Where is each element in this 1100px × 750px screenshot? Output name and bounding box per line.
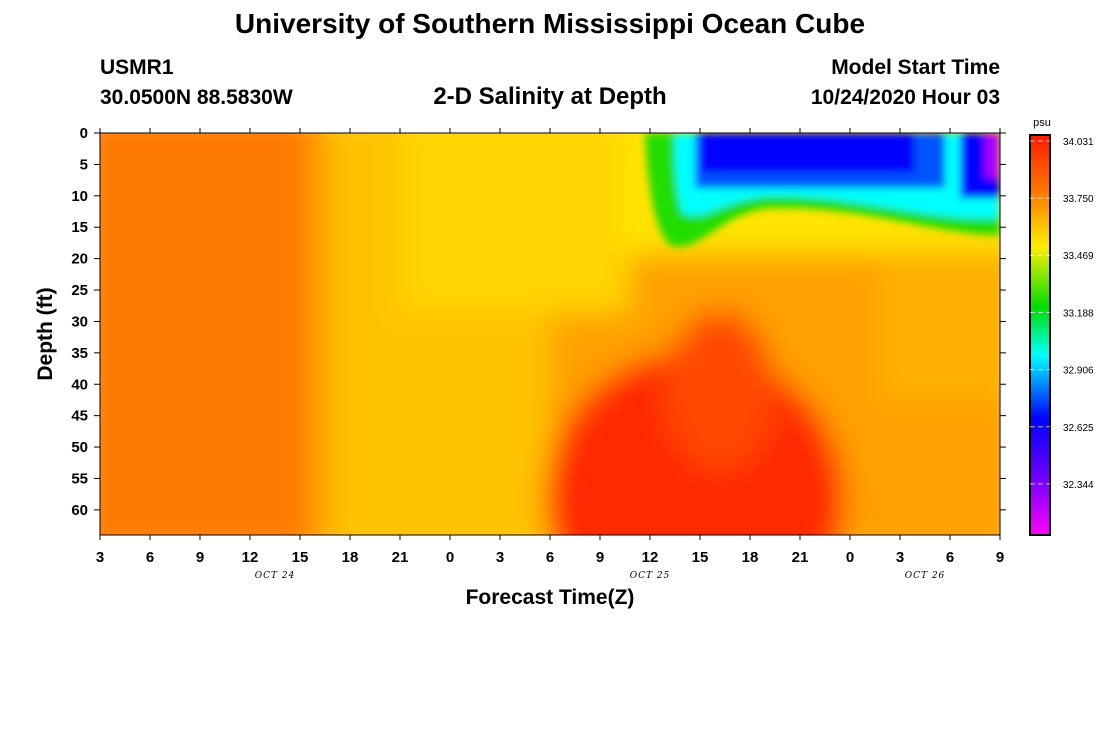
- x-date-label: OCT 25: [630, 571, 671, 581]
- y-tick-label: 55: [71, 470, 88, 487]
- x-date-label: OCT 26: [905, 571, 946, 581]
- x-tick-label: 0: [446, 549, 454, 566]
- x-tick-label: 18: [342, 549, 359, 566]
- x-tick-label: 6: [546, 549, 554, 566]
- y-axis-title: Depth (ft): [34, 287, 57, 380]
- y-tick-label: 50: [71, 439, 88, 456]
- chart-subtitle: 2-D Salinity at Depth: [433, 83, 667, 110]
- x-tick-label: 15: [692, 549, 709, 566]
- x-tick-label: 18: [742, 549, 759, 566]
- x-tick-label: 21: [392, 549, 409, 566]
- colorbar-tick-label: 32.625: [1063, 423, 1094, 434]
- heatmap-field: [100, 133, 1000, 535]
- y-tick-label: 10: [71, 188, 88, 205]
- colorbar-tick-label: 33.188: [1063, 308, 1094, 319]
- x-tick-label: 15: [292, 549, 309, 566]
- colorbar-tick-label: 33.750: [1063, 194, 1094, 205]
- colorbar-tick-label: 33.469: [1063, 251, 1094, 262]
- colorbar-tick-label: 32.344: [1063, 480, 1094, 491]
- colorbar-unit: psu: [1033, 117, 1051, 129]
- colorbar: psu 34.031 33.750 33.469 33.188 32.906 32.625 3…: [1029, 117, 1094, 536]
- x-tick-label: 3: [96, 549, 104, 566]
- colorbar-tick-label: 34.031: [1063, 137, 1094, 148]
- x-tick-label: 9: [996, 549, 1004, 566]
- y-tick-label: 5: [80, 156, 88, 173]
- x-date-label: OCT 24: [255, 571, 296, 581]
- y-tick-label: 40: [71, 376, 88, 393]
- y-tick-label: 0: [80, 125, 88, 142]
- y-tick-label: 20: [71, 251, 88, 268]
- x-tick-label: 9: [596, 549, 604, 566]
- page-title: University of Southern Mississippi Ocean…: [234, 8, 866, 39]
- x-tick-label: 21: [792, 549, 809, 566]
- x-tick-label: 0: [846, 549, 854, 566]
- colorbar-gradient: [1029, 134, 1051, 536]
- y-tick-label: 45: [71, 408, 88, 425]
- station-id: USMR1: [100, 56, 174, 79]
- model-start-value: 10/24/2020 Hour 03: [810, 86, 1000, 109]
- x-axis-title: Forecast Time(Z): [466, 586, 635, 609]
- x-tick-label: 3: [896, 549, 904, 566]
- x-tick-label: 3: [496, 549, 504, 566]
- x-tick-label: 12: [242, 549, 259, 566]
- y-tick-label: 60: [71, 502, 88, 519]
- y-tick-label: 15: [71, 219, 88, 236]
- axes: 3 6 9 12 15 18 21 0 3 6 9 12 15 18 21 0 3 6 9 OCT 24 OCT 25 O…: [34, 125, 1006, 609]
- x-tick-label: 12: [642, 549, 659, 566]
- y-tick-label: 30: [71, 313, 88, 330]
- y-tick-label: 25: [71, 282, 88, 299]
- y-tick-label: 35: [71, 345, 88, 362]
- x-tick-label: 6: [146, 549, 154, 566]
- colorbar-tick-label: 32.906: [1063, 366, 1094, 377]
- x-tick-label: 9: [196, 549, 204, 566]
- x-tick-label: 6: [946, 549, 954, 566]
- model-start-label: Model Start Time: [831, 56, 1000, 79]
- station-coordinates: 30.0500N 88.5830W: [100, 86, 293, 109]
